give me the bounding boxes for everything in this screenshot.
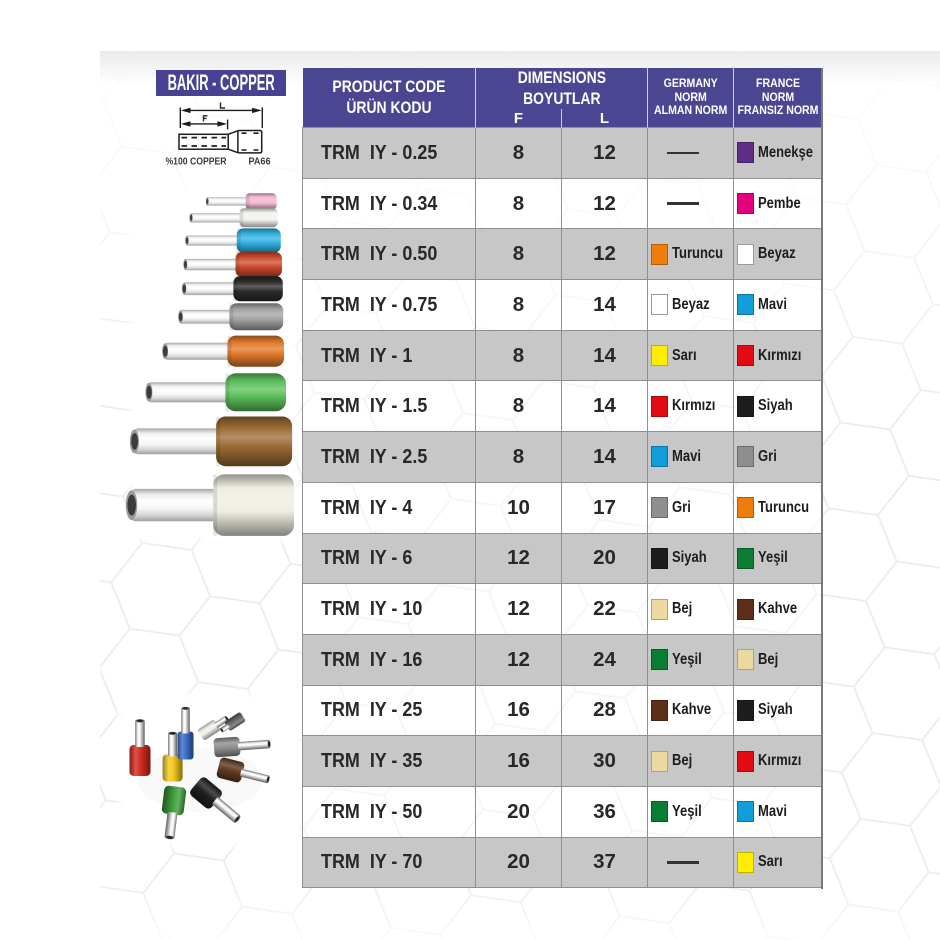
svg-text:PA66: PA66 (249, 156, 271, 168)
svg-text:%100 COPPER: %100 COPPER (166, 156, 227, 168)
